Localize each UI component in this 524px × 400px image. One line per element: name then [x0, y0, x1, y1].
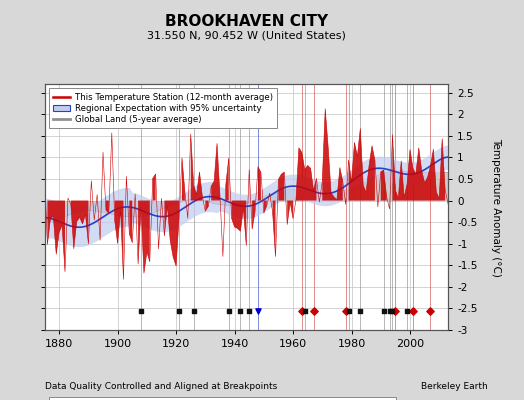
Point — [342, 307, 350, 314]
Text: 31.550 N, 90.452 W (United States): 31.550 N, 90.452 W (United States) — [147, 30, 346, 40]
Point — [254, 307, 262, 314]
Point — [137, 307, 145, 314]
Point — [403, 307, 411, 314]
Text: Berkeley Earth: Berkeley Earth — [421, 382, 487, 391]
Legend: Station Move, Record Gap, Time of Obs. Change, Empirical Break: Station Move, Record Gap, Time of Obs. C… — [49, 397, 396, 400]
Point — [427, 307, 435, 314]
Text: Data Quality Controlled and Aligned at Breakpoints: Data Quality Controlled and Aligned at B… — [45, 382, 277, 391]
Point — [409, 307, 417, 314]
Point — [190, 307, 198, 314]
Point — [225, 307, 233, 314]
Point — [298, 307, 306, 314]
Point — [309, 307, 318, 314]
Point — [175, 307, 183, 314]
Point — [236, 307, 245, 314]
Point — [344, 307, 353, 314]
Point — [245, 307, 254, 314]
Point — [356, 307, 365, 314]
Y-axis label: Temperature Anomaly (°C): Temperature Anomaly (°C) — [492, 138, 501, 276]
Point — [388, 307, 397, 314]
Point — [385, 307, 394, 314]
Point — [301, 307, 309, 314]
Point — [379, 307, 388, 314]
Text: BROOKHAVEN CITY: BROOKHAVEN CITY — [165, 14, 328, 29]
Point — [391, 307, 400, 314]
